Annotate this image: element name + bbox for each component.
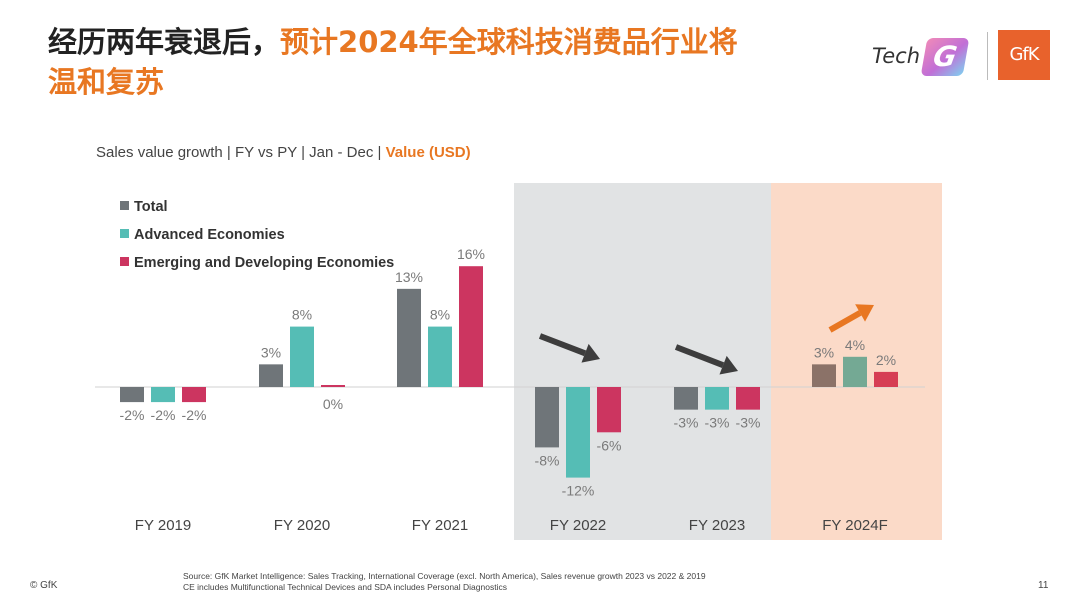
bar-total-0 (120, 387, 144, 403)
trend-arrow-head-1 (719, 355, 738, 375)
bar-advanced-5 (843, 356, 867, 387)
bar-emerging-1 (321, 385, 345, 387)
bar-total-1 (259, 364, 283, 387)
title-line2: 温和复苏 (48, 65, 165, 99)
data-label-advanced-4: -3% (705, 415, 730, 431)
title-orange: 预计2024年全球科技消费品行业将 (280, 25, 738, 59)
source-line-1: Source: GfK Market Intelligence: Sales T… (183, 571, 706, 581)
data-label-emerging-4: -3% (736, 415, 761, 431)
bar-total-4 (674, 387, 698, 410)
data-label-advanced-5: 4% (845, 337, 865, 353)
source-line-2: CE includes Multifunctional Technical De… (183, 582, 507, 592)
trend-arrow-head-2 (855, 304, 874, 322)
title-black: 经历两年衰退后， (48, 25, 281, 59)
category-label-3: FY 2022 (550, 517, 606, 534)
data-label-emerging-3: -6% (597, 437, 622, 453)
legend-swatch-advanced (120, 229, 129, 238)
bar-total-5 (812, 364, 836, 387)
subtitle-plain: Sales value growth | FY vs PY | Jan - De… (96, 144, 386, 161)
category-label-4: FY 2023 (689, 517, 745, 534)
data-label-emerging-1: 0% (323, 396, 343, 412)
bar-emerging-5 (874, 371, 898, 387)
bar-advanced-2 (428, 326, 452, 387)
legend-label-advanced: Advanced Economies (134, 227, 285, 243)
category-label-2: FY 2021 (412, 517, 468, 534)
data-label-advanced-1: 8% (292, 307, 312, 323)
data-label-total-4: -3% (674, 415, 699, 431)
legend-label-emerging: Emerging and Developing Economies (134, 255, 394, 271)
legend-swatch-total (120, 201, 129, 210)
techg-logo: Tech G (872, 36, 982, 80)
logo-divider (987, 32, 988, 80)
category-label-0: FY 2019 (135, 517, 191, 534)
data-label-advanced-0: -2% (151, 407, 176, 423)
bar-advanced-1 (290, 326, 314, 387)
shade-panel-grey (514, 183, 783, 540)
bar-emerging-3 (597, 387, 621, 433)
bar-emerging-4 (736, 387, 760, 410)
data-label-total-0: -2% (120, 407, 145, 423)
trend-arrow-head-0 (581, 343, 600, 363)
data-label-advanced-3: -12% (562, 483, 595, 499)
data-label-emerging-5: 2% (876, 352, 896, 368)
trend-arrow-line-1 (674, 344, 725, 369)
bar-emerging-2 (459, 266, 483, 387)
bar-emerging-0 (182, 387, 206, 403)
bar-advanced-4 (705, 387, 729, 410)
source-note: Source: GfK Market Intelligence: Sales T… (183, 571, 706, 593)
page-title: 经历两年衰退后，预计2024年全球科技消费品行业将温和复苏 (48, 22, 848, 102)
data-label-emerging-2: 16% (457, 246, 485, 262)
legend-label-total: Total (134, 199, 168, 215)
bar-advanced-0 (151, 387, 175, 403)
data-label-total-2: 13% (395, 269, 423, 285)
bar-total-2 (397, 288, 421, 387)
category-label-5: FY 2024F (822, 517, 888, 534)
gfk-logo: GfK (998, 30, 1050, 80)
data-label-total-5: 3% (814, 344, 834, 360)
trend-arrow-line-2 (828, 310, 862, 333)
subtitle-highlight: Value (USD) (385, 144, 471, 161)
data-label-total-1: 3% (261, 344, 281, 360)
chart-subtitle: Sales value growth | FY vs PY | Jan - De… (96, 144, 471, 161)
trend-arrow-line-0 (538, 333, 587, 357)
bar-advanced-3 (566, 387, 590, 478)
copyright: © GfK (30, 580, 58, 591)
data-label-advanced-2: 8% (430, 307, 450, 323)
bar-total-3 (535, 387, 559, 448)
page-number: 11 (1038, 580, 1049, 591)
legend-swatch-emerging (120, 257, 129, 266)
category-label-1: FY 2020 (274, 517, 330, 534)
data-label-total-3: -8% (535, 452, 560, 468)
techg-logo-text: Tech (872, 44, 921, 68)
data-label-emerging-0: -2% (182, 407, 207, 423)
